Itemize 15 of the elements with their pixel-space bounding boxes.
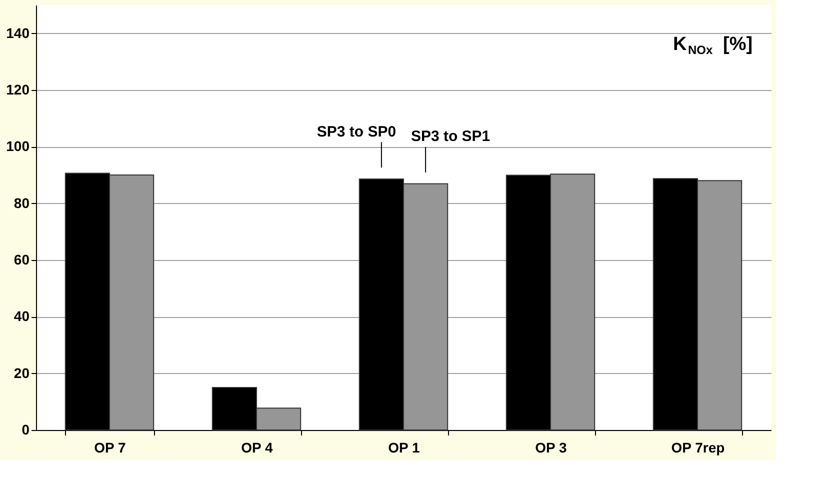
- y-tick-label: 120: [6, 82, 30, 98]
- text: SP3 to SP1: [410, 128, 490, 146]
- text: SP3 to SP0: [316, 123, 396, 140]
- y-tick-label: 20: [14, 364, 30, 381]
- x-tick-label: OP 1: [388, 440, 420, 456]
- y-tick-label: 80: [14, 194, 30, 211]
- y-tick-label: 100: [6, 138, 30, 154]
- y-tick-label: 40: [14, 308, 30, 324]
- x-tick-label: OP 3: [535, 440, 568, 456]
- x-tick-label: OP 7: [94, 440, 126, 456]
- y-tick-label: 60: [14, 252, 30, 268]
- y-tick-label: 0: [22, 422, 30, 438]
- x-tick-label: OP 4: [241, 440, 274, 456]
- y-tick-label: 140: [6, 24, 30, 41]
- x-tick-label: OP 7rep: [671, 440, 725, 456]
